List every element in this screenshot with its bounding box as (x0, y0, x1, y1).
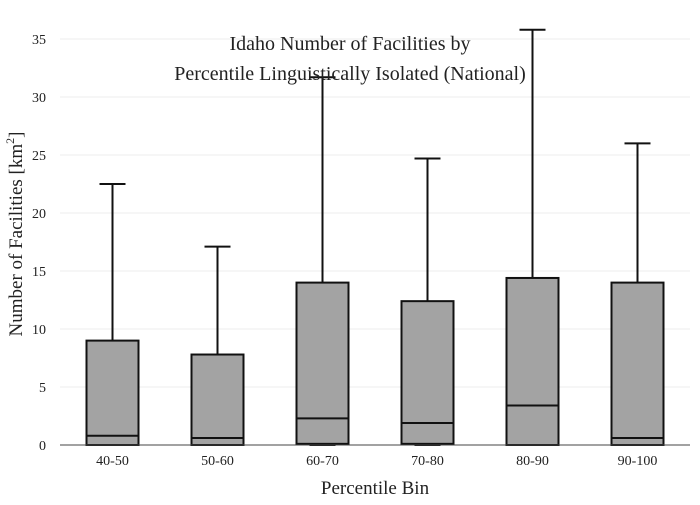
box-body (190, 353, 245, 446)
box-body (85, 339, 140, 447)
y-axis-title-main: Number of Facilities [km (6, 144, 27, 337)
x-tick-label: 50-60 (201, 454, 234, 469)
y-tick-label: 0 (39, 439, 46, 454)
box-70-80 (400, 157, 455, 446)
chart-title-line-2: Percentile Linguistically Isolated (Nati… (174, 63, 526, 85)
box-body (610, 281, 665, 446)
x-axis-title: Percentile Bin (321, 478, 430, 499)
box-60-70 (295, 76, 350, 446)
y-tick-label: 5 (39, 381, 46, 396)
box-90-100 (610, 142, 665, 446)
box-body (295, 281, 350, 445)
y-axis-title: Number of Facilities [km2] (3, 132, 27, 337)
x-tick-label: 40-50 (96, 454, 129, 469)
box-80-90 (505, 28, 560, 446)
x-tick-label: 90-100 (618, 454, 658, 469)
x-tick-label: 70-80 (411, 454, 444, 469)
chart-title-line-1: Idaho Number of Facilities by (229, 33, 470, 55)
x-tick-labels: 40-50 50-60 60-70 70-80 80-90 90-100 (96, 454, 657, 469)
x-tick-label: 80-90 (516, 454, 549, 469)
box-body (505, 276, 560, 446)
y-tick-labels: 0 5 10 15 20 25 30 35 (32, 33, 46, 454)
y-tick-label: 25 (32, 149, 46, 164)
y-axis-title-close: ] (6, 132, 27, 138)
y-tick-label: 35 (32, 33, 46, 48)
y-tick-label: 10 (32, 323, 46, 338)
y-tick-label: 20 (32, 207, 46, 222)
y-tick-label: 15 (32, 265, 46, 280)
box-series (85, 28, 665, 447)
box-50-60 (190, 245, 245, 446)
box-body (400, 300, 455, 445)
x-tick-label: 60-70 (306, 454, 339, 469)
box-40-50 (85, 183, 140, 447)
y-axis-title-superscript: 2 (3, 138, 17, 144)
gridlines (60, 38, 690, 388)
y-tick-label: 30 (32, 91, 46, 106)
